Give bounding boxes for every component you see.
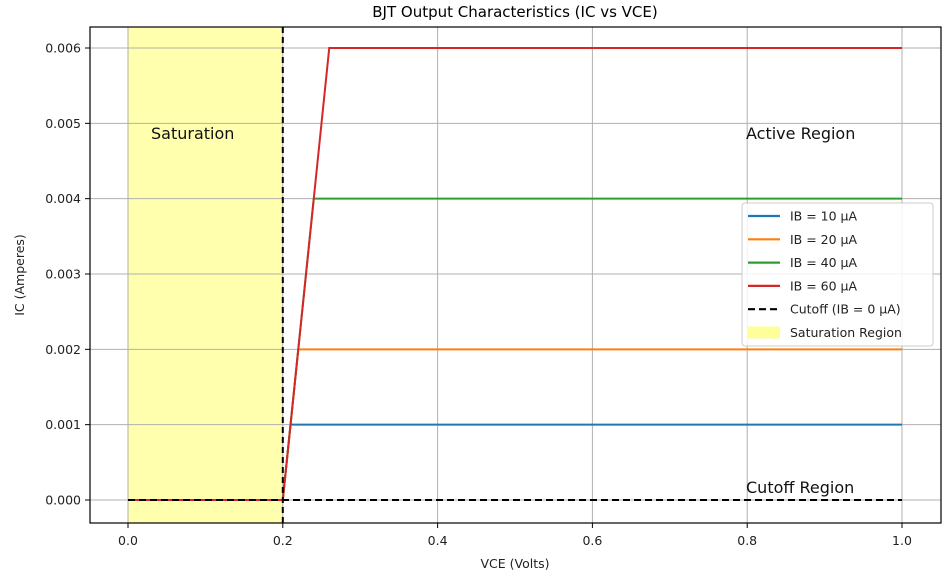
legend-label: IB = 40 µA <box>790 255 858 270</box>
x-tick-label: 0.8 <box>737 533 757 548</box>
legend-label: Saturation Region <box>790 325 902 340</box>
x-tick-label: 0.2 <box>273 533 293 548</box>
legend-label: IB = 60 µA <box>790 278 858 293</box>
chart-title: BJT Output Characteristics (IC vs VCE) <box>372 3 657 21</box>
y-tick-label: 0.000 <box>45 493 81 508</box>
annotation-saturation: Saturation <box>151 124 234 143</box>
annotation-active-region: Active Region <box>746 124 855 143</box>
y-tick-label: 0.001 <box>45 417 81 432</box>
legend-box <box>741 202 934 347</box>
legend-label: IB = 20 µA <box>790 232 858 247</box>
series-lines <box>128 47 902 501</box>
y-axis-label: IC (Amperes) <box>12 234 27 316</box>
legend-label: IB = 10 µA <box>790 209 858 224</box>
x-axis-label: VCE (Volts) <box>480 556 549 571</box>
x-tick-label: 1.0 <box>892 533 912 548</box>
legend: IB = 10 µA IB = 20 µA IB = 40 µA IB = 60 µA… <box>741 202 934 347</box>
x-tick-label: 0.6 <box>582 533 602 548</box>
annotation-cutoff-region: Cutoff Region <box>746 478 854 497</box>
y-tick-label: 0.003 <box>45 267 81 282</box>
y-tick-label: 0.002 <box>45 342 81 357</box>
x-tick-label: 0.4 <box>428 533 448 548</box>
legend-label: Cutoff (IB = 0 µA) <box>790 302 901 317</box>
y-tick-label: 0.005 <box>45 116 81 131</box>
saturation-region <box>128 27 283 523</box>
y-axis-ticks: 0.000 0.001 0.002 0.003 0.004 0.005 0.006 <box>45 41 90 508</box>
y-tick-label: 0.004 <box>45 191 81 206</box>
legend-swatch-patch <box>748 326 780 339</box>
y-tick-label: 0.006 <box>45 41 81 56</box>
axes-frame <box>89 26 942 524</box>
x-tick-label: 0.0 <box>118 533 138 548</box>
x-axis-ticks: 0.0 0.2 0.4 0.6 0.8 1.0 <box>118 523 912 548</box>
